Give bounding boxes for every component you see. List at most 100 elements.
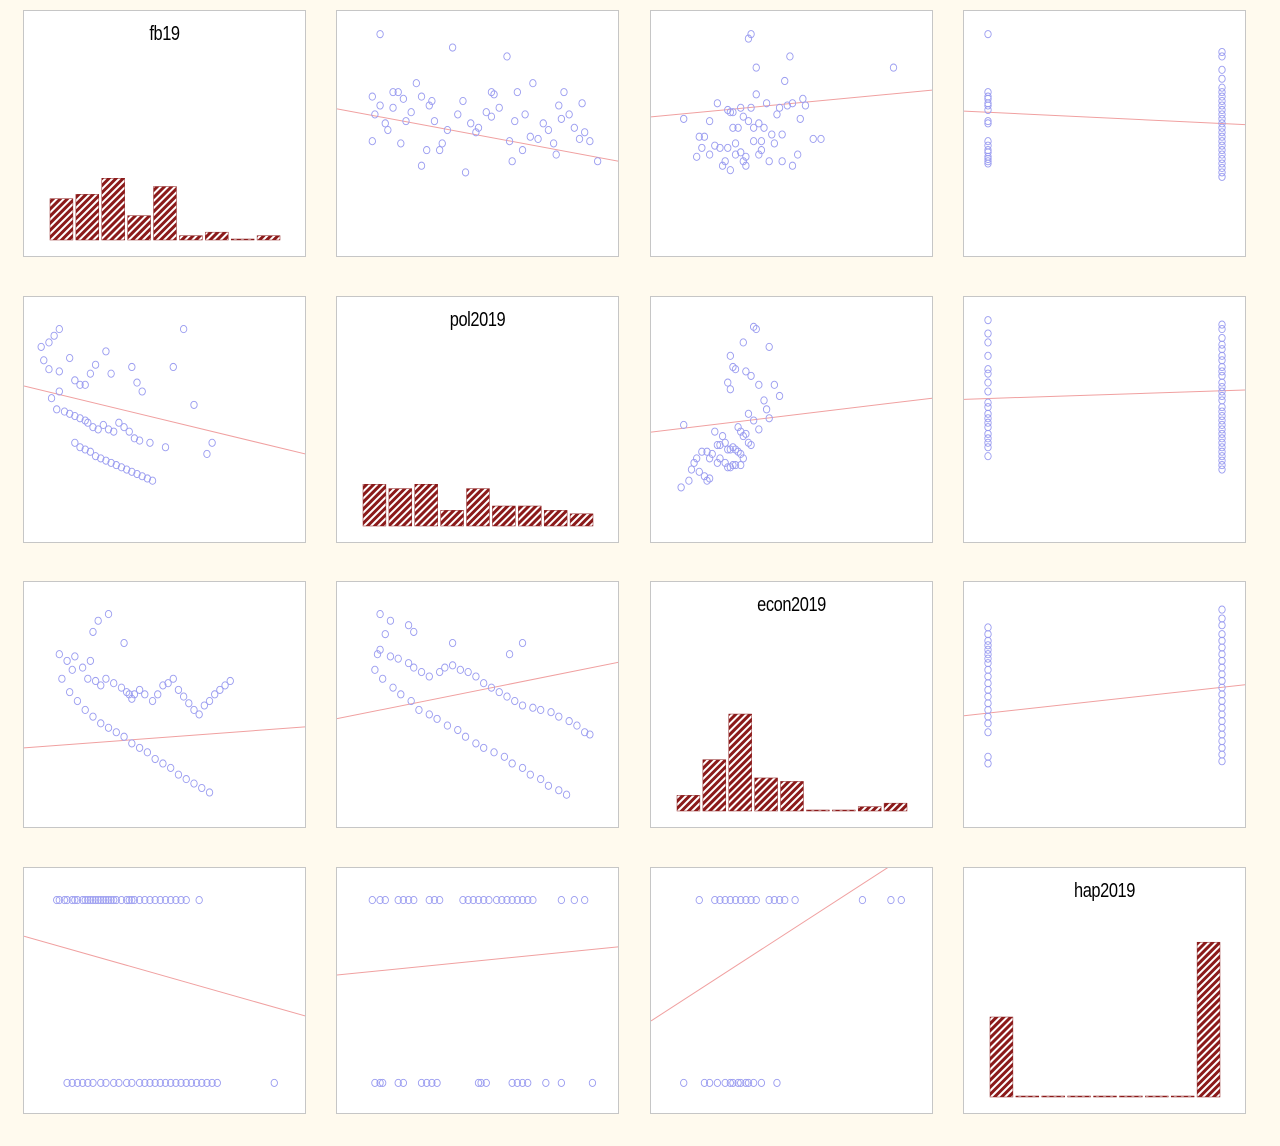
data-point [425, 896, 433, 905]
data-point [560, 88, 568, 97]
data-point [752, 325, 760, 334]
data-point [1218, 416, 1226, 425]
data-point [705, 1078, 714, 1087]
histogram-panel-econ2019: econ2019 [650, 581, 933, 828]
data-point [1218, 663, 1226, 672]
data-point [984, 719, 992, 728]
data-point [1218, 340, 1226, 349]
data-point [410, 663, 418, 672]
data-point [120, 639, 128, 648]
regression-line [337, 661, 618, 720]
data-point [208, 1078, 216, 1087]
data-point [66, 354, 74, 363]
data-point [1218, 92, 1226, 101]
data-point [565, 110, 573, 119]
data-point [472, 672, 480, 681]
data-point [480, 743, 488, 752]
data-point [1218, 65, 1226, 74]
data-point [63, 656, 71, 665]
data-point [513, 896, 522, 905]
data-point [518, 701, 527, 710]
data-point [984, 418, 992, 427]
data-point [742, 1078, 750, 1087]
data-point [726, 166, 734, 175]
data-point [716, 143, 724, 152]
histogram-panel-econ2019-svg [676, 713, 908, 812]
scatter-panel-r1-c3-svg [964, 316, 1245, 474]
data-point [757, 146, 766, 155]
data-point [376, 645, 384, 654]
data-point [575, 134, 584, 144]
histogram-bar [518, 505, 542, 527]
histogram-panel-fb19: fb19 [23, 10, 306, 257]
data-point [984, 452, 992, 461]
data-point [97, 681, 105, 690]
data-point [755, 380, 763, 389]
data-point [750, 416, 758, 425]
data-point [503, 896, 511, 905]
data-point [1218, 670, 1226, 679]
data-point [744, 34, 753, 43]
data-point [482, 108, 490, 117]
data-point [203, 449, 211, 458]
data-point [500, 752, 509, 761]
data-point [775, 103, 784, 112]
data-point [549, 139, 558, 148]
data-point [698, 143, 706, 152]
data-point [713, 440, 722, 450]
data-point [737, 1078, 745, 1087]
data-point [1218, 438, 1226, 447]
data-point [73, 1078, 82, 1087]
data-point [143, 474, 152, 483]
data-point [394, 896, 402, 905]
data-point [1218, 154, 1226, 164]
panel-title: fb19 [149, 23, 180, 45]
data-point [721, 896, 729, 905]
data-point [739, 454, 747, 463]
data-point [469, 896, 477, 905]
data-point [112, 461, 120, 470]
data-point [752, 63, 760, 72]
data-point [781, 76, 789, 86]
data-point [680, 114, 688, 123]
data-point [177, 896, 185, 905]
data-point [809, 134, 817, 144]
data-point [430, 896, 439, 905]
data-point [711, 896, 719, 905]
data-point [695, 467, 703, 476]
data-point [705, 474, 714, 483]
data-point [513, 1078, 522, 1087]
data-point [513, 88, 522, 97]
data-point [498, 896, 506, 905]
data-point [547, 708, 555, 717]
data-point [726, 351, 734, 360]
data-point [586, 730, 594, 739]
data-point [448, 661, 457, 670]
data-point [1218, 150, 1226, 159]
histogram-bar [1196, 941, 1221, 1098]
data-point [897, 896, 905, 905]
data-point [97, 719, 105, 728]
data-point [91, 452, 100, 461]
data-point [73, 696, 82, 706]
data-point [1218, 461, 1226, 470]
data-point [115, 1078, 123, 1087]
data-point [456, 665, 465, 674]
data-point [1218, 105, 1226, 115]
data-point [1218, 123, 1226, 132]
data-point [695, 132, 703, 141]
histogram-bar [205, 231, 229, 241]
data-point [128, 362, 136, 372]
data-point [89, 627, 97, 636]
data-point [415, 705, 423, 715]
data-point [368, 92, 376, 101]
data-point [1218, 650, 1226, 659]
data-point [84, 1078, 92, 1087]
data-point [984, 654, 992, 663]
data-point [130, 896, 139, 905]
data-point [511, 696, 519, 706]
data-point [55, 325, 63, 334]
data-point [690, 458, 698, 467]
data-point [773, 110, 781, 119]
data-point [724, 378, 732, 387]
